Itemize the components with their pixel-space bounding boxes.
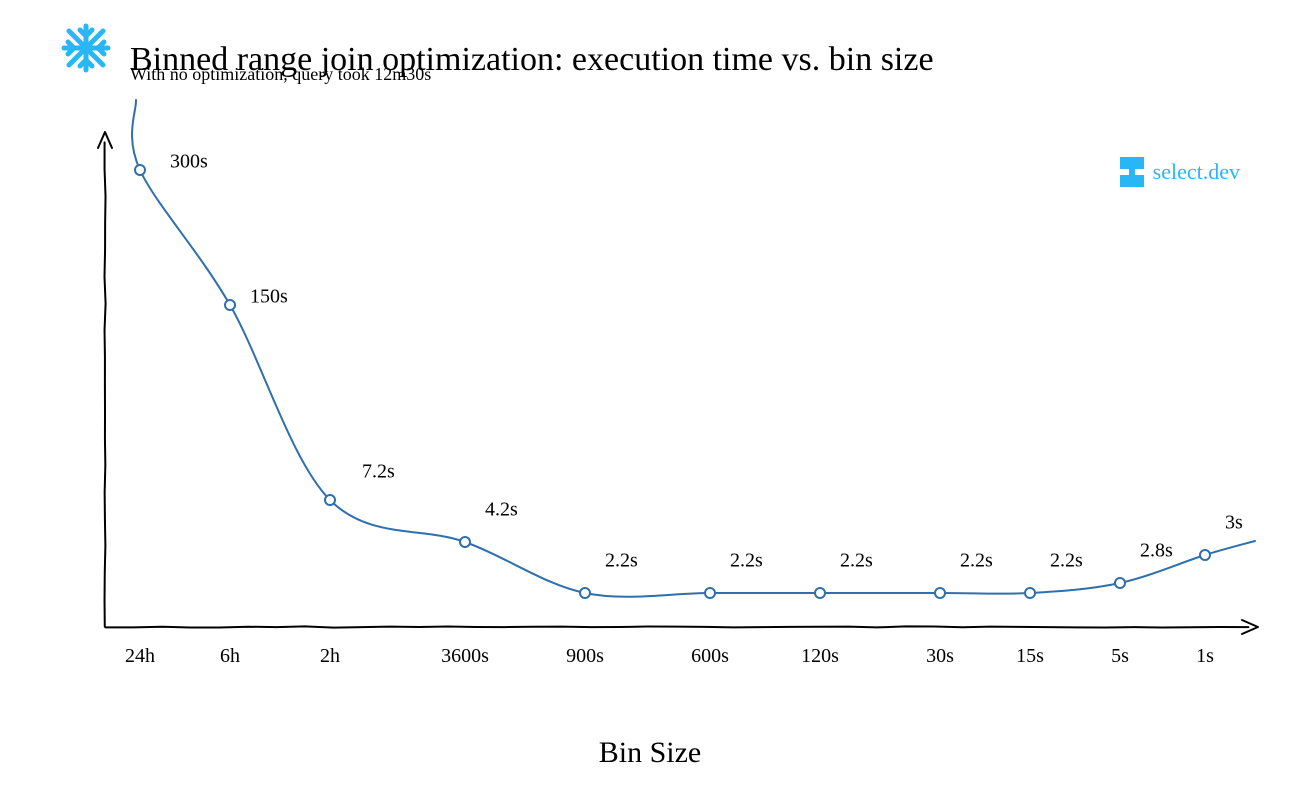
- page: Binned range join optimization: executio…: [0, 0, 1300, 794]
- chart: [75, 130, 1265, 660]
- x-tick-label: 24h: [125, 645, 155, 668]
- point-label: 4.2s: [485, 499, 518, 522]
- x-tick-label: 6h: [220, 645, 240, 668]
- point-label: 300s: [170, 151, 208, 174]
- point-label: 3s: [1225, 512, 1243, 535]
- point-label: 2.2s: [840, 550, 873, 573]
- point-label: 2.2s: [605, 550, 638, 573]
- x-tick-label: 1s: [1196, 645, 1214, 668]
- x-tick-label: 2h: [320, 645, 340, 668]
- point-label: 2.2s: [960, 550, 993, 573]
- point-label: 2.2s: [730, 550, 763, 573]
- x-axis-label: Bin Size: [599, 736, 702, 770]
- chart-svg: [75, 130, 1265, 660]
- x-tick-label: 5s: [1111, 645, 1129, 668]
- point-label: 2.8s: [1140, 540, 1173, 563]
- chart-subtitle: With no optimization, query took 12m30s: [130, 64, 431, 85]
- x-tick-label: 15s: [1016, 645, 1044, 668]
- x-tick-label: 900s: [566, 645, 604, 668]
- point-label: 7.2s: [362, 461, 395, 484]
- x-tick-label: 30s: [926, 645, 954, 668]
- point-label: 150s: [250, 286, 288, 309]
- snowflake-icon: [60, 22, 112, 79]
- x-tick-label: 120s: [801, 645, 839, 668]
- point-label: 2.2s: [1050, 550, 1083, 573]
- x-tick-label: 600s: [691, 645, 729, 668]
- x-tick-label: 3600s: [441, 645, 489, 668]
